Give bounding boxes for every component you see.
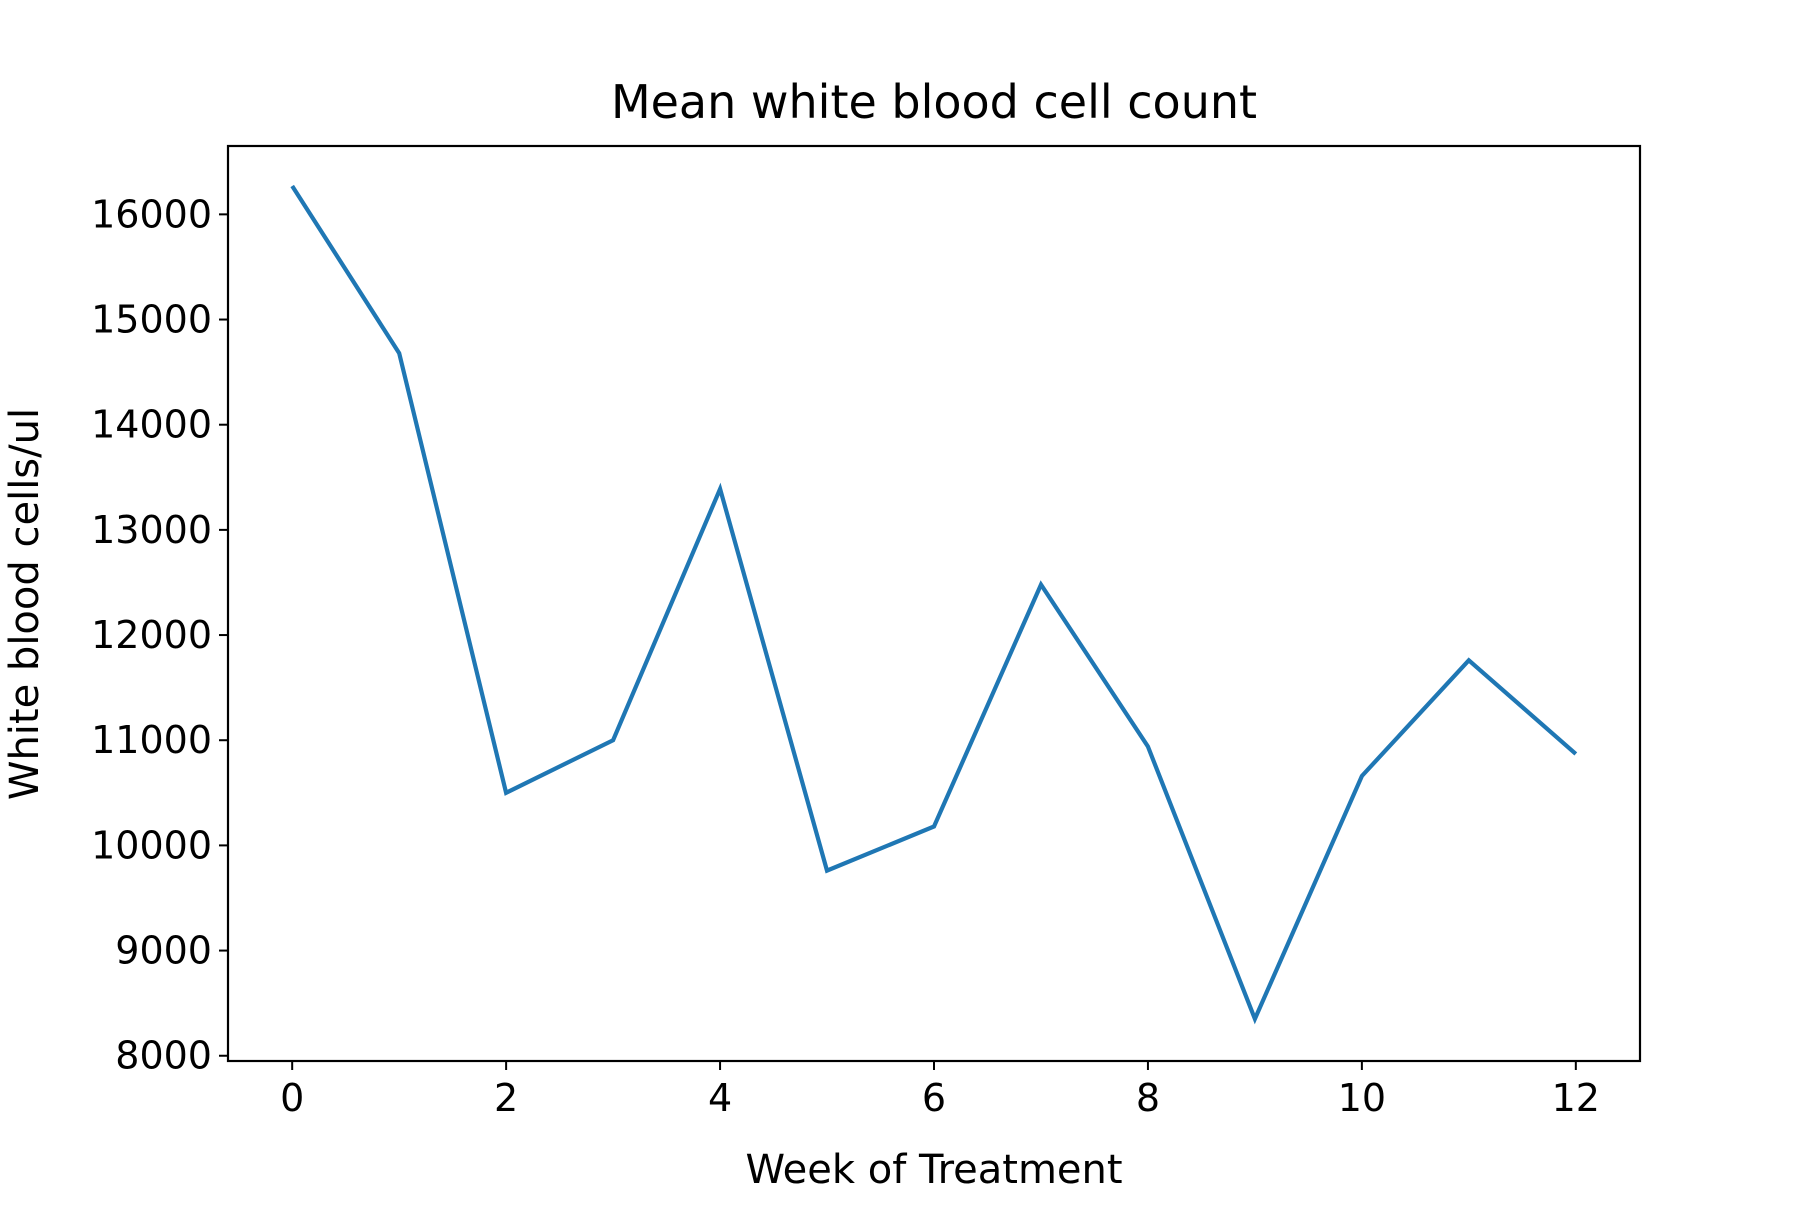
x-tick-label: 6 xyxy=(922,1076,946,1120)
y-axis-ticks: 8000 9000 10000 11000 12000 13000 14000 15000 16… xyxy=(91,192,228,1077)
x-axis-ticks: 0 2 4 6 8 10 12 xyxy=(280,1061,1600,1120)
y-tick-label: 12000 xyxy=(91,613,212,657)
y-tick-label: 15000 xyxy=(91,298,212,342)
x-tick-label: 2 xyxy=(494,1076,518,1120)
plot-frame xyxy=(228,146,1640,1061)
y-tick-label: 16000 xyxy=(91,192,212,236)
y-tick-label: 14000 xyxy=(91,403,212,447)
x-tick-label: 0 xyxy=(280,1076,304,1120)
y-tick-label: 10000 xyxy=(91,823,212,867)
y-tick-label: 9000 xyxy=(115,929,212,973)
x-tick-label: 8 xyxy=(1136,1076,1160,1120)
x-tick-label: 4 xyxy=(708,1076,732,1120)
x-tick-label: 12 xyxy=(1552,1076,1600,1120)
series-line xyxy=(292,186,1576,1019)
y-tick-label: 8000 xyxy=(115,1034,212,1078)
y-tick-label: 13000 xyxy=(91,508,212,552)
series-layer xyxy=(292,186,1576,1019)
chart-title: Mean white blood cell count xyxy=(611,75,1257,129)
y-tick-label: 11000 xyxy=(91,718,212,762)
y-axis-label: White blood cells/ul xyxy=(2,408,48,800)
x-axis-label: Week of Treatment xyxy=(745,1147,1122,1193)
x-tick-label: 10 xyxy=(1338,1076,1386,1120)
